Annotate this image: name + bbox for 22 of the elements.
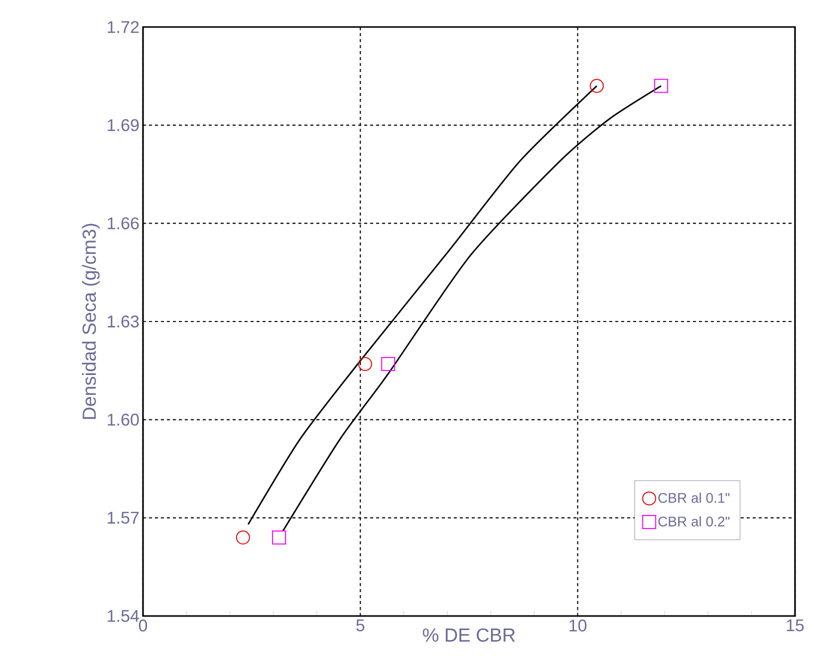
x-axis-title: % DE CBR — [422, 628, 515, 642]
line-series — [247, 85, 598, 526]
y-tick-label: 1.63 — [108, 316, 139, 328]
x-tick-label: 15 — [786, 620, 804, 632]
point — [236, 530, 250, 544]
point — [381, 357, 396, 372]
y-tick-label: 1.69 — [108, 119, 139, 132]
point — [590, 78, 604, 93]
legend-label: CBR al 0.1" — [658, 492, 730, 503]
y-tick-label: 1.57 — [108, 512, 139, 524]
y-axis-title: Densidad Seca (g/cm3) — [82, 224, 100, 419]
y-tick-label: 1.54 — [108, 610, 139, 622]
x-tick-label: 10 — [570, 620, 586, 632]
point — [358, 357, 372, 372]
point — [654, 78, 668, 93]
y-tick-label: 1.72 — [108, 21, 139, 33]
x-tick-label: 0 — [138, 620, 148, 632]
point — [272, 530, 286, 544]
legend-label: CBR al 0.2" — [658, 516, 730, 526]
y-tick-label: 1.60 — [108, 414, 139, 426]
y-tick-label: 1.66 — [108, 217, 139, 230]
x-tick-label: 5 — [356, 620, 364, 632]
